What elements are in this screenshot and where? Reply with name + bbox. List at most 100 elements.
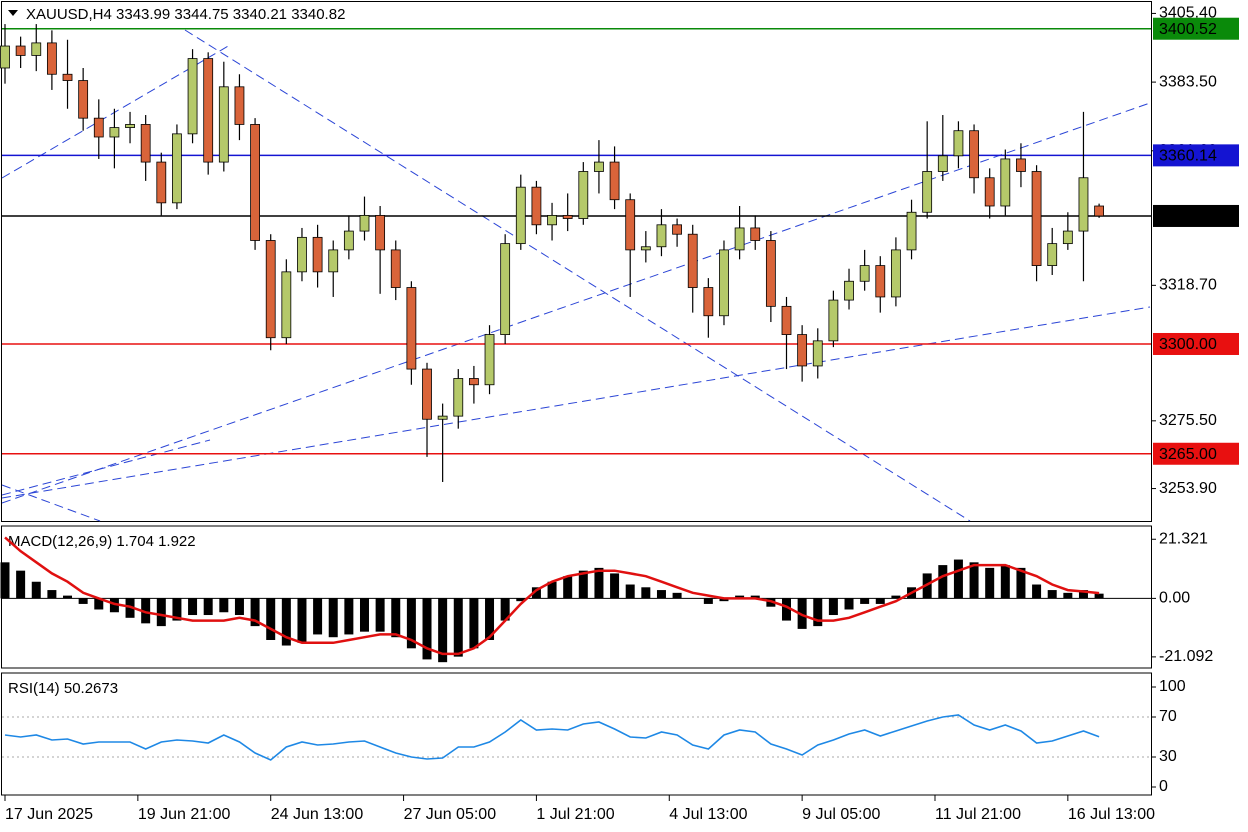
x-tick-label: 4 Jul 13:00 <box>669 806 747 823</box>
y-tick-label: 21.321 <box>1159 530 1208 547</box>
macd-bar <box>875 598 885 604</box>
level-label: 3340.82 <box>1159 208 1217 225</box>
candle-body <box>609 161 620 201</box>
macd-bar <box>938 565 948 599</box>
candle-body <box>578 171 589 219</box>
macd-bar <box>141 598 151 624</box>
candle-body <box>703 287 714 317</box>
candle-body <box>1016 158 1026 172</box>
x-tick-label: 9 Jul 05:00 <box>802 806 880 823</box>
macd-bar <box>219 598 229 613</box>
macd-bar <box>359 598 369 632</box>
macd-bar <box>953 559 963 599</box>
candle-body <box>359 214 370 232</box>
candle-body <box>562 214 573 219</box>
macd-bar <box>78 598 88 604</box>
candle-body <box>203 58 214 163</box>
candle-body <box>437 415 448 420</box>
macd-bar <box>250 598 260 627</box>
candle-body <box>46 42 57 75</box>
y-tick-label: 30 <box>1159 748 1177 765</box>
macd-bar <box>1094 593 1104 599</box>
macd-bar <box>266 598 276 640</box>
y-tick-label: 100 <box>1159 678 1186 695</box>
signal-line <box>4 536 1100 656</box>
candle-body <box>797 334 808 367</box>
macd-bar <box>828 598 838 616</box>
level-label: 3265.00 <box>1159 446 1217 463</box>
macd-bar <box>844 598 854 610</box>
candle-body <box>515 186 526 245</box>
macd-bar <box>406 598 416 649</box>
candle-body <box>500 243 511 335</box>
candle-body <box>297 236 307 273</box>
macd-bar <box>563 576 573 599</box>
candle-body <box>844 280 854 301</box>
macd-bar <box>375 598 385 632</box>
macd-bar <box>344 598 354 635</box>
candle-body <box>1047 243 1058 266</box>
candle-body <box>812 340 823 367</box>
macd-bar <box>485 598 495 640</box>
macd-bar <box>985 567 995 599</box>
level-label-box <box>1153 442 1239 465</box>
macd-bar <box>813 598 823 627</box>
candle-body <box>265 240 276 339</box>
trendline <box>1 102 1151 504</box>
macd-bar <box>391 598 401 638</box>
candle-body <box>719 249 729 317</box>
candle-body <box>594 161 604 172</box>
main-panel <box>1 1 1152 522</box>
macd-bar <box>641 587 651 599</box>
macd-bar <box>735 595 745 599</box>
macd-bar <box>672 592 682 599</box>
level-label: 3360.14 <box>1159 148 1217 165</box>
candle-body <box>1094 205 1104 217</box>
macd-bar <box>172 598 182 621</box>
macd-bar <box>16 570 26 599</box>
candle-body <box>453 378 464 417</box>
level-label: 3400.52 <box>1159 21 1217 38</box>
candle-body <box>922 171 933 213</box>
candle-body <box>781 305 792 335</box>
candle-body <box>312 236 323 273</box>
trendline <box>184 29 971 522</box>
candle-body <box>687 233 698 288</box>
macd-bar <box>516 598 526 602</box>
macd-bar <box>766 598 776 607</box>
candle-body <box>640 246 651 251</box>
x-tick-label: 17 Jun 2025 <box>5 806 93 823</box>
macd-bar <box>1000 565 1010 599</box>
level-label-box <box>1153 17 1239 40</box>
macd-bar <box>203 598 213 616</box>
candle-body <box>625 199 636 251</box>
trendline <box>1 439 211 496</box>
macd-bar <box>891 595 901 599</box>
menu-arrow[interactable] <box>8 10 18 16</box>
macd-bar <box>625 584 635 599</box>
macd-bar <box>156 598 166 627</box>
candle-body <box>875 265 886 298</box>
candle-body <box>859 265 870 282</box>
candle-body <box>672 224 682 235</box>
y-tick-label: 3275.50 <box>1159 412 1217 429</box>
macd-bar <box>547 581 557 599</box>
y-tick-label: 3383.50 <box>1159 73 1217 90</box>
level-label-box <box>1153 144 1239 167</box>
macd-bar <box>47 590 57 599</box>
rsi-panel <box>1 672 1152 796</box>
macd-bar <box>782 598 791 621</box>
macd-bar <box>1063 592 1073 599</box>
trendline <box>1 306 1151 499</box>
candle-body <box>937 155 948 172</box>
macd-bar <box>313 598 323 635</box>
x-tick-label: 1 Jul 21:00 <box>536 806 614 823</box>
candle-body <box>1031 171 1042 266</box>
macd-bar <box>438 598 448 663</box>
macd-bar <box>94 598 104 610</box>
macd-bar <box>125 598 135 618</box>
candle-body <box>109 127 120 138</box>
candle-body <box>734 227 745 251</box>
candle-body <box>828 299 839 342</box>
